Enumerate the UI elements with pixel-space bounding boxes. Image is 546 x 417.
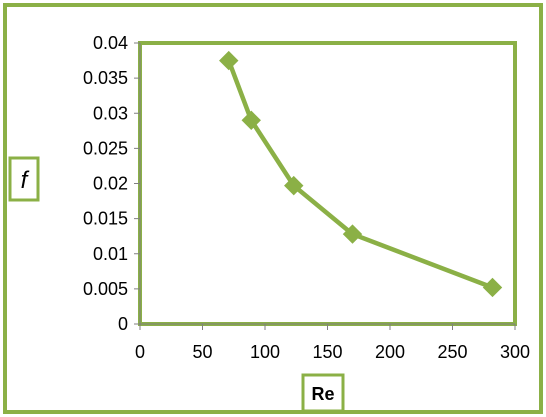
x-tick-label: 150 <box>312 342 342 362</box>
y-axis-title-box <box>8 156 40 202</box>
x-axis-ticks: 0 50 100 150 200 250 300 <box>135 324 530 362</box>
x-tick-label: 50 <box>192 342 212 362</box>
data-point-marker <box>219 50 239 71</box>
x-tick-label: 200 <box>375 342 405 362</box>
x-axis-title: Re <box>311 384 334 404</box>
y-tick-label: 0.01 <box>93 244 128 264</box>
y-tick-label: 0 <box>118 314 128 334</box>
y-tick-label: 0.025 <box>83 138 128 158</box>
x-tick-label: 0 <box>135 342 145 362</box>
y-tick-label: 0.015 <box>83 209 128 229</box>
x-axis-title-box <box>301 373 345 413</box>
data-point-marker <box>342 224 363 244</box>
y-axis-title: f <box>21 167 30 194</box>
data-point-marker <box>241 110 261 130</box>
data-point-marker <box>284 175 304 196</box>
series-layer <box>219 50 503 298</box>
y-tick-label: 0.035 <box>83 68 128 88</box>
chart-border <box>3 3 543 414</box>
y-tick-label: 0.04 <box>93 33 128 53</box>
y-tick-label: 0.03 <box>93 103 128 123</box>
x-tick-label: 100 <box>250 342 280 362</box>
y-axis-ticks: 0 0.005 0.01 0.015 0.02 0.025 0.03 0.035 0.04 <box>83 33 140 334</box>
data-point-marker <box>482 277 503 298</box>
y-tick-label: 0.02 <box>93 174 128 194</box>
y-tick-label: 0.005 <box>83 279 128 299</box>
x-tick-label: 300 <box>500 342 530 362</box>
x-tick-label: 250 <box>437 342 467 362</box>
